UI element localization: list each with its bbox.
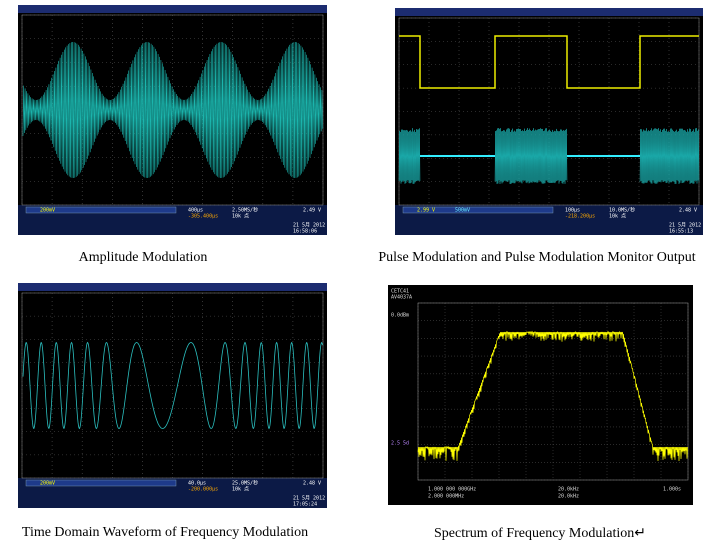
screen-bg [388,285,693,505]
points-label: 10k 点 [232,214,249,220]
scope-screen: 2.99 V 500mV 100μs-218.200μs10.0MS/秒10k 点2… [395,8,703,235]
rate-label: 10.0MS/秒 [609,207,635,214]
trigger-label: 2.49 V [303,208,321,214]
sweep-label: 1.000s [663,487,681,493]
channel-1-label: 200mV [40,208,55,214]
points-label: 10k 点 [609,214,626,220]
scope-screen: 200mV 40.0μs-200.000μs25.0MS/秒10k 点2.48 V… [18,283,327,508]
trigger-label: 2.48 V [679,208,697,214]
rbw-label: 20.0kHz [558,487,579,493]
spectrum-screen: CETC41AV4037A0.0dBm2.5 5d1.000 000 000GH… [388,285,693,505]
time-label: 16:58:06 [293,229,317,235]
rate-label: 25.0MS/秒 [232,480,258,487]
caption: Amplitude Modulation [79,250,208,266]
rate-label: 2.50MS/秒 [232,207,258,214]
caption: Time Domain Waveform of Frequency Modula… [22,525,308,541]
caption: Pulse Modulation and Pulse Modulation Mo… [378,250,695,266]
ref-level-label: 0.0dBm [391,313,409,319]
offset-label: -305.400μs [188,214,218,220]
channel-2-label: 500mV [455,208,470,214]
scope-screen: 200mV 400μs-305.400μs2.50MS/秒10k 点2.49 V2… [18,5,327,235]
vbw-label: 20.0kHz [558,494,579,500]
channel-1-label: 2.99 V [417,208,435,214]
center-label: 1.000 000 000GHz [428,487,476,493]
offset-label: -200.000μs [188,487,218,493]
scale-label: 2.5 5d [391,441,409,447]
points-label: 10k 点 [232,487,249,493]
offset-label: -218.200μs [565,214,595,220]
top-bar [18,5,327,13]
channel-1-label: 200mV [40,481,55,487]
trigger-label: 2.48 V [303,481,321,487]
top-bar [18,283,327,291]
span-label: 2.000 000MHz [428,494,464,500]
top-bar [395,8,703,16]
time-label: 17:05:24 [293,502,317,508]
caption: Spectrum of Frequency Modulation↵ [434,525,646,542]
time-label: 16:55:13 [669,229,693,235]
model-label: AV4037A [391,295,412,301]
